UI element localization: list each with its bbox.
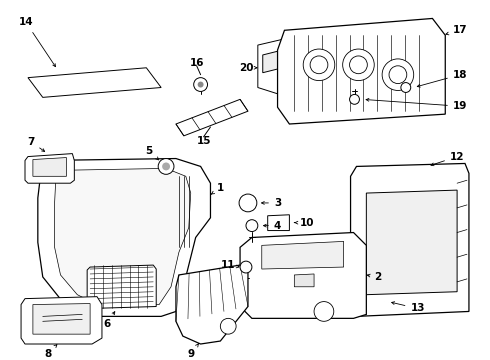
Polygon shape — [268, 215, 290, 230]
Text: 16: 16 — [190, 58, 204, 68]
Text: 2: 2 — [368, 272, 382, 282]
Polygon shape — [25, 154, 74, 183]
Polygon shape — [21, 297, 102, 344]
Text: 17: 17 — [446, 25, 467, 35]
Circle shape — [310, 56, 328, 74]
Polygon shape — [367, 190, 457, 295]
Text: 14: 14 — [19, 17, 55, 67]
Text: 12: 12 — [431, 152, 465, 166]
Circle shape — [349, 94, 360, 104]
Text: 3: 3 — [262, 198, 281, 208]
Text: 19: 19 — [366, 98, 467, 111]
Polygon shape — [38, 158, 211, 316]
Circle shape — [401, 82, 411, 93]
Text: 18: 18 — [417, 70, 467, 87]
Polygon shape — [176, 99, 248, 136]
Polygon shape — [263, 50, 283, 73]
Text: 6: 6 — [103, 312, 115, 329]
Polygon shape — [33, 303, 90, 334]
Circle shape — [239, 194, 257, 212]
Text: 9: 9 — [187, 344, 198, 359]
Circle shape — [303, 49, 335, 81]
Circle shape — [314, 302, 334, 321]
Polygon shape — [28, 68, 161, 97]
Text: 10: 10 — [294, 218, 315, 228]
Text: 7: 7 — [27, 137, 45, 152]
Text: 11: 11 — [221, 260, 239, 270]
Circle shape — [197, 82, 203, 87]
Text: 5: 5 — [146, 146, 159, 160]
Circle shape — [240, 261, 252, 273]
Polygon shape — [258, 38, 294, 94]
Text: 4: 4 — [264, 221, 281, 231]
Polygon shape — [54, 168, 191, 305]
Text: 13: 13 — [392, 302, 425, 314]
Circle shape — [158, 158, 174, 174]
Circle shape — [246, 220, 258, 231]
Polygon shape — [350, 163, 469, 316]
Polygon shape — [176, 265, 248, 344]
Circle shape — [343, 49, 374, 81]
Polygon shape — [277, 18, 445, 124]
Text: 8: 8 — [44, 345, 57, 359]
Text: 1: 1 — [211, 183, 224, 194]
Circle shape — [382, 59, 414, 90]
Polygon shape — [33, 158, 67, 176]
Circle shape — [349, 56, 368, 74]
Polygon shape — [262, 242, 343, 269]
Polygon shape — [240, 233, 367, 318]
Circle shape — [194, 78, 207, 91]
Text: 20: 20 — [239, 63, 257, 73]
Polygon shape — [87, 265, 156, 309]
Polygon shape — [294, 274, 314, 287]
Text: 15: 15 — [196, 136, 211, 146]
Circle shape — [389, 66, 407, 84]
Circle shape — [220, 318, 236, 334]
Circle shape — [162, 162, 170, 170]
